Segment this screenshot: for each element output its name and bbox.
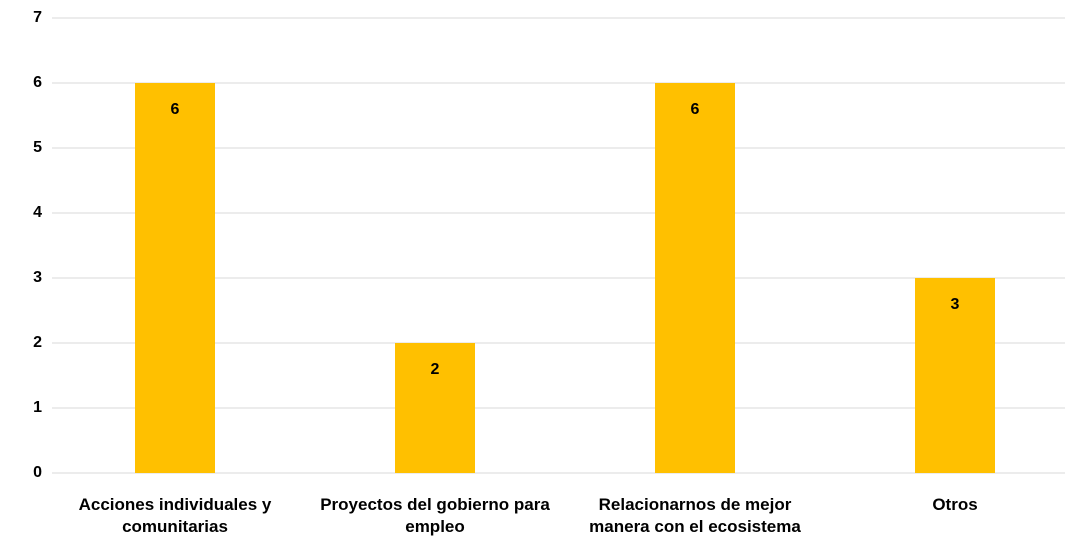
y-tick-label: 4 (33, 204, 42, 221)
data-label: 3 (951, 296, 960, 313)
bar (915, 278, 995, 473)
x-tick-label: Otros (932, 495, 978, 514)
y-tick-label: 0 (33, 464, 42, 481)
data-label: 2 (431, 361, 440, 378)
x-tick-label: Relacionarnos de mejor manera con el eco… (589, 495, 801, 536)
bar (655, 83, 735, 473)
bar (135, 83, 215, 473)
y-tick-label: 1 (33, 399, 42, 416)
y-tick-label: 6 (33, 74, 42, 91)
x-tick-label: Acciones individuales y comunitarias (78, 495, 272, 536)
y-tick-label: 2 (33, 334, 42, 351)
y-tick-label: 3 (33, 269, 42, 286)
x-tick-label: Proyectos del gobierno para empleo (320, 495, 550, 536)
data-label: 6 (691, 101, 700, 118)
data-label: 6 (171, 101, 180, 118)
y-tick-label: 5 (33, 139, 42, 156)
y-tick-label: 7 (33, 9, 42, 26)
bar (395, 343, 475, 473)
